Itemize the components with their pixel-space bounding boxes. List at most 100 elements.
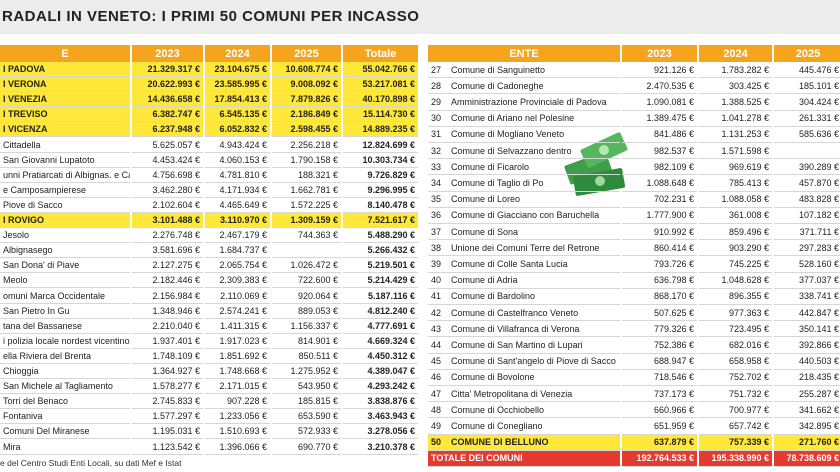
amount-cell: 297.283 € bbox=[774, 240, 840, 257]
amount-cell: 1.577.297 € bbox=[132, 409, 203, 425]
amount-cell: 702.231 € bbox=[622, 192, 697, 208]
amount-cell: 2.745.833 € bbox=[132, 394, 203, 410]
amount-cell: 690.770 € bbox=[272, 440, 341, 455]
ente-cell: Mira bbox=[0, 440, 130, 455]
amount-cell: 722.600 € bbox=[272, 273, 341, 289]
amount-cell: 757.339 € bbox=[699, 434, 772, 451]
amount-cell: 8.140.478 € bbox=[343, 198, 418, 213]
amount-cell: 9.726.829 € bbox=[343, 168, 418, 183]
amount-cell: 2.171.015 € bbox=[205, 379, 270, 395]
header-cell: 2025 bbox=[272, 45, 341, 62]
amount-cell: 1.088.648 € bbox=[622, 175, 697, 192]
amount-cell: 7.521.617 € bbox=[343, 213, 418, 229]
amount-cell: 1.364.927 € bbox=[132, 364, 203, 380]
header-cell: 2023 bbox=[622, 45, 697, 62]
amount-cell: 392.866 € bbox=[774, 337, 840, 354]
amount-cell: 9.008.092 € bbox=[272, 77, 341, 93]
amount-cell: 15.114.730 € bbox=[343, 107, 418, 123]
amount-cell: 1.123.542 € bbox=[132, 440, 203, 455]
amount-cell: 2.598.455 € bbox=[272, 122, 341, 138]
ente-cell: Comune di Sanguinetto bbox=[448, 62, 620, 79]
ente-cell: Comune di Taglio di Po bbox=[448, 175, 620, 192]
header-cell: Totale bbox=[343, 45, 418, 62]
amount-cell: 2.186.849 € bbox=[272, 107, 341, 123]
amount-cell: 841.486 € bbox=[622, 127, 697, 143]
amount-cell: 304.424 € bbox=[774, 94, 840, 111]
amount-cell: 4.450.312 € bbox=[343, 349, 418, 364]
amount-cell: 4.171.934 € bbox=[205, 183, 270, 198]
total-amount: 195.338.990 € bbox=[699, 450, 772, 467]
total-label: TOTALE DEI COMUNI bbox=[428, 450, 620, 467]
amount-cell: 5.266.432 € bbox=[343, 243, 418, 259]
amount-cell: 700.977 € bbox=[699, 402, 772, 419]
amount-cell: 1.937.401 € bbox=[132, 334, 203, 349]
amount-cell: 751.732 € bbox=[699, 386, 772, 403]
amount-cell: 718.546 € bbox=[622, 370, 697, 386]
amount-cell: 660.966 € bbox=[622, 402, 697, 419]
amount-cell: 637.879 € bbox=[622, 434, 697, 451]
amount-cell: 1.790.158 € bbox=[272, 153, 341, 168]
ente-cell: unni Pratiarcati di Albignas. e Casal bbox=[0, 168, 130, 183]
ente-cell: Meolo bbox=[0, 273, 130, 289]
ente-cell: Comune di Castelfranco Veneto bbox=[448, 305, 620, 322]
ente-cell: Comune di Bovolone bbox=[448, 370, 620, 386]
ente-cell: omuni Marca Occidentale bbox=[0, 289, 130, 304]
amount-cell: 20.622.993 € bbox=[132, 77, 203, 93]
amount-cell: 2.210.040 € bbox=[132, 319, 203, 334]
ente-cell: Comune di Sant'angelo di Piove di Sacco bbox=[448, 354, 620, 370]
amount-cell: 688.947 € bbox=[622, 354, 697, 370]
ente-cell: Comuni Del Miranese bbox=[0, 424, 130, 440]
ente-cell: e Camposampierese bbox=[0, 183, 130, 198]
amount-cell: 4.756.698 € bbox=[132, 168, 203, 183]
amount-cell: 6.382.747 € bbox=[132, 107, 203, 123]
amount-cell: 271.760 € bbox=[774, 434, 840, 451]
ente-cell: Comune di Conegliano bbox=[448, 418, 620, 435]
header-cell: ENTE bbox=[428, 45, 620, 62]
amount-cell: 1.026.472 € bbox=[272, 258, 341, 274]
amount-cell: 457.870 € bbox=[774, 175, 840, 192]
amount-cell: 543.950 € bbox=[272, 379, 341, 395]
amount-cell: 982.537 € bbox=[622, 143, 697, 160]
amount-cell: 4.669.324 € bbox=[343, 334, 418, 349]
rank-cell: 43 bbox=[428, 321, 448, 338]
amount-cell: 261.331 € bbox=[774, 111, 840, 127]
total-amount: 192.764.533 € bbox=[622, 450, 697, 467]
ente-cell: Fontaniva bbox=[0, 409, 130, 425]
rank-cell: 44 bbox=[428, 337, 448, 354]
amount-cell: 10.303.734 € bbox=[343, 153, 418, 168]
amount-cell: 55.042.766 € bbox=[343, 62, 418, 78]
ente-cell: Citta' Metropolitana di Venezia bbox=[448, 386, 620, 403]
amount-cell: 1.851.692 € bbox=[205, 349, 270, 364]
amount-cell: 2.467.179 € bbox=[205, 228, 270, 244]
amount-cell: 1.510.693 € bbox=[205, 424, 270, 440]
amount-cell: 3.462.280 € bbox=[132, 183, 203, 198]
amount-cell: 723.495 € bbox=[699, 321, 772, 338]
ente-cell: Comune di Selvazzano dentro bbox=[448, 143, 620, 160]
ente-cell: Comune di Sona bbox=[448, 224, 620, 241]
amount-cell: 10.608.774 € bbox=[272, 62, 341, 78]
ente-cell: Comune di Ariano nel Polesine bbox=[448, 111, 620, 127]
ente-cell: I TREVISO bbox=[0, 107, 130, 123]
amount-cell: 1.388.525 € bbox=[699, 94, 772, 111]
amount-cell: 785.413 € bbox=[699, 175, 772, 192]
amount-cell: 572.933 € bbox=[272, 424, 341, 440]
rank-cell: 49 bbox=[428, 418, 448, 435]
amount-cell: 4.943.424 € bbox=[205, 138, 270, 153]
ente-cell: San Dona' di Piave bbox=[0, 258, 130, 274]
amount-cell: 107.182 € bbox=[774, 208, 840, 224]
amount-cell: 507.625 € bbox=[622, 305, 697, 322]
amount-cell: 4.465.649 € bbox=[205, 198, 270, 213]
amount-cell: 1.048.628 € bbox=[699, 273, 772, 289]
amount-cell: 6.052.832 € bbox=[205, 122, 270, 138]
amount-cell: 14.889.235 € bbox=[343, 122, 418, 138]
amount-cell: 903.290 € bbox=[699, 240, 772, 257]
amount-cell: 350.141 € bbox=[774, 321, 840, 338]
rank-cell: 28 bbox=[428, 78, 448, 95]
amount-cell: 371.711 € bbox=[774, 224, 840, 241]
amount-cell: 303.425 € bbox=[699, 78, 772, 95]
amount-cell: 1.578.277 € bbox=[132, 379, 203, 395]
amount-cell: 341.662 € bbox=[774, 402, 840, 419]
ente-cell: COMUNE DI BELLUNO bbox=[448, 434, 620, 451]
amount-cell: 779.326 € bbox=[622, 321, 697, 338]
rank-cell: 45 bbox=[428, 354, 448, 370]
